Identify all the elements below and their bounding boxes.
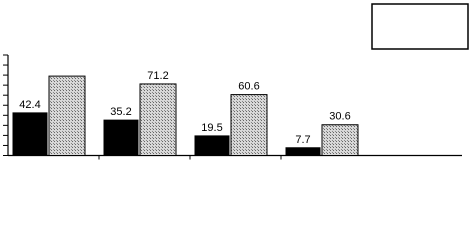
bar — [194, 135, 230, 156]
bar — [321, 124, 359, 157]
value-label: 60.6 — [238, 81, 259, 93]
value-label: 30.6 — [329, 111, 350, 123]
value-label: 71.2 — [147, 70, 168, 82]
value-label: 42.4 — [19, 99, 40, 111]
value-label: 7.7 — [295, 134, 310, 146]
bar — [103, 119, 139, 156]
value-label: 35.2 — [110, 106, 131, 118]
bar — [139, 83, 177, 156]
bar — [12, 112, 48, 156]
bar — [230, 94, 268, 156]
bar — [285, 147, 321, 157]
legend-box — [371, 3, 469, 50]
bar — [48, 75, 86, 156]
chart: 42.4 35.2 19.5 7.7 71.2 60.6 30.6 — [3, 3, 469, 160]
value-label: 19.5 — [201, 122, 222, 134]
